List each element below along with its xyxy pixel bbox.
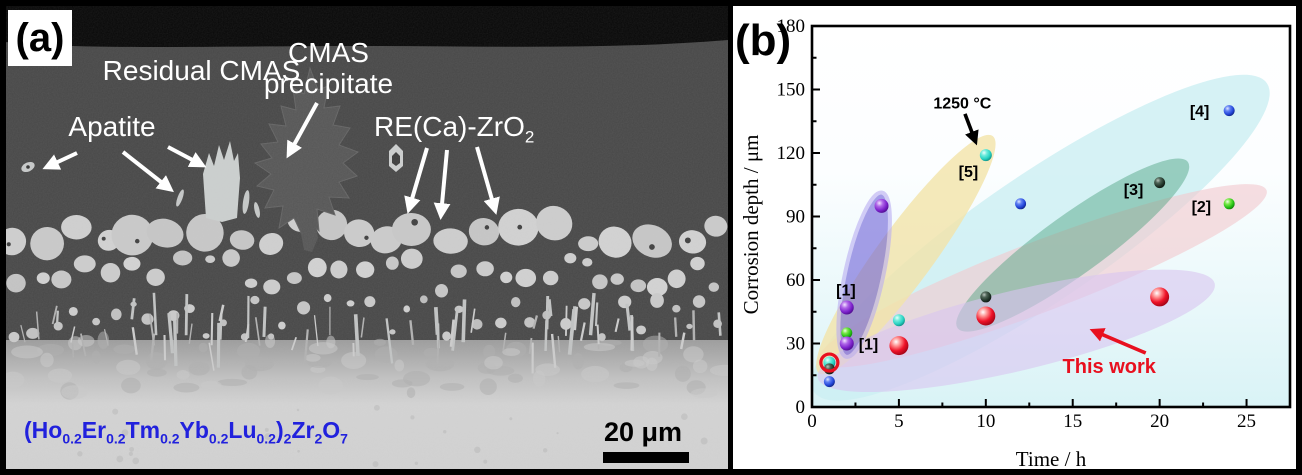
formula-segment: Zr <box>291 417 315 443</box>
data-point-Thiswork <box>889 336 909 356</box>
data-point-Thiswork <box>1150 287 1170 307</box>
sem-noise-overlay <box>6 6 728 469</box>
re-zro2-label: RE(Ca)-ZrO2 <box>374 111 534 147</box>
formula-segment: Yb <box>179 417 209 443</box>
panel-a-letter: (a) <box>8 10 72 66</box>
formula-subscript: 0.2 <box>160 430 180 447</box>
apatite-arrow-right <box>167 145 207 168</box>
annotation-label: [1] <box>836 283 856 300</box>
annotation-arrow <box>1089 328 1147 355</box>
y-tick-label: 180 <box>777 16 806 37</box>
y-tick-label: 90 <box>786 207 805 228</box>
formula-segment: (Ho <box>24 417 63 443</box>
annotation-arrow <box>963 113 979 146</box>
annotation-label: [3] <box>1124 182 1144 199</box>
panel-b-chart: 0 5 10 15 20 25 0 30 60 90 120 150 180 [1] [1] [5] 1250 … <box>733 6 1296 471</box>
data-point-1 <box>839 300 854 315</box>
x-tick-label: 15 <box>1063 411 1082 432</box>
re-zro2-arrow-mid <box>433 149 451 221</box>
data-point-5 <box>979 149 992 162</box>
annotation-label: 1250 °C <box>933 95 991 112</box>
formula-segment: Er <box>81 417 107 443</box>
chart-root: 0 5 10 15 20 25 0 30 60 90 120 150 180 [1] [1] [5] 1250 … <box>777 16 1292 432</box>
annotation-label: [2] <box>1192 199 1212 216</box>
cmas-precipitate-arrow <box>286 102 319 159</box>
formula-subscript: 7 <box>340 430 348 447</box>
cmas-precipitate-line1: CMAS <box>288 37 369 68</box>
re-zro2-arrow-right <box>475 146 500 215</box>
formula-subscript: 0.2 <box>256 430 276 447</box>
re-zro2-sub: 2 <box>524 127 535 147</box>
annotation-label: [4] <box>1190 104 1210 121</box>
tick-labels: 0 5 10 15 20 25 0 30 60 90 120 150 180 <box>777 16 1257 432</box>
panel-a-micrograph: (a) Residual CMAS Apatite CMAS precipita… <box>6 6 728 469</box>
formula-segment: ) <box>275 417 284 443</box>
data-point-2 <box>841 327 853 339</box>
y-tick-label: 60 <box>786 270 805 291</box>
formula-subscript: 2 <box>314 430 323 447</box>
data-point-4 <box>1223 105 1235 117</box>
data-point-Thiswork <box>976 306 996 326</box>
data-points <box>819 105 1235 388</box>
formula-subscript: 0.2 <box>62 430 82 447</box>
region-ellipse <box>817 269 1215 393</box>
data-point-1 <box>839 336 854 351</box>
data-point-4 <box>1015 198 1027 210</box>
formula-segment: Tm <box>125 417 161 443</box>
y-tick-label: 120 <box>777 143 806 164</box>
data-point-3 <box>1154 177 1166 189</box>
re-zro2-arrow-left <box>404 147 429 214</box>
annotation-arrows <box>42 102 500 221</box>
x-tick-label: 25 <box>1237 411 1256 432</box>
axis-ticks <box>811 25 1248 408</box>
data-point-5 <box>892 314 905 327</box>
data-point-2 <box>1223 198 1235 210</box>
y-axis-title: Corrosion depth / μm <box>739 134 763 315</box>
cmas-precipitate-label: CMAS precipitate <box>256 37 401 100</box>
annotation-label: [1] <box>859 337 879 354</box>
formula-subscript: 2 <box>283 430 292 447</box>
formula-segment: Lu <box>228 417 257 443</box>
region-ellipse <box>956 158 1190 332</box>
data-point-1 <box>874 198 889 213</box>
sem-artwork <box>6 6 728 469</box>
apatite-label: Apatite <box>68 111 156 142</box>
scale-bar-label: 20 μm <box>603 417 683 447</box>
cmas-precipitate-line2: precipitate <box>263 67 394 99</box>
x-tick-label: 20 <box>1150 411 1169 432</box>
region-ellipse <box>836 190 892 359</box>
chart-annotations: [1] [1] [5] 1250 °C [4] [3] [2] This work <box>836 95 1211 378</box>
annotation-label: This work <box>1063 356 1157 378</box>
re-zro2-main: RE(Ca)-ZrO <box>374 111 525 142</box>
composition-formula: (Ho0.2Er0.2Tm0.2Yb0.2Lu0.2)2Zr2O7 <box>24 417 348 447</box>
y-tick-label: 30 <box>786 334 805 355</box>
corrosion-chart: 0 5 10 15 20 25 0 30 60 90 120 150 180 [1] [1] [5] 1250 … <box>777 16 1292 432</box>
residual-cmas-label: Residual CMAS <box>102 55 301 86</box>
x-tick-label: 0 <box>807 411 817 432</box>
data-point-3 <box>980 291 992 303</box>
apatite-arrow-mid <box>121 150 174 193</box>
annotation-label: [5] <box>959 164 979 181</box>
apatite-arrow-left <box>42 151 78 170</box>
data-point-ring-thiswork <box>819 352 840 373</box>
x-axis-title: Time / h <box>1015 447 1087 471</box>
panel-b-letter: (b) <box>735 16 792 65</box>
formula-segment: O <box>322 417 341 443</box>
x-tick-label: 5 <box>894 411 904 432</box>
data-point-4 <box>823 376 835 388</box>
formula-subscript: 0.2 <box>106 430 126 447</box>
y-tick-label: 0 <box>796 397 806 418</box>
x-tick-label: 10 <box>976 411 995 432</box>
scale-bar <box>603 452 689 463</box>
formula-subscript: 0.2 <box>208 430 229 447</box>
region-ellipses <box>811 74 1270 401</box>
y-tick-label: 150 <box>777 80 806 101</box>
